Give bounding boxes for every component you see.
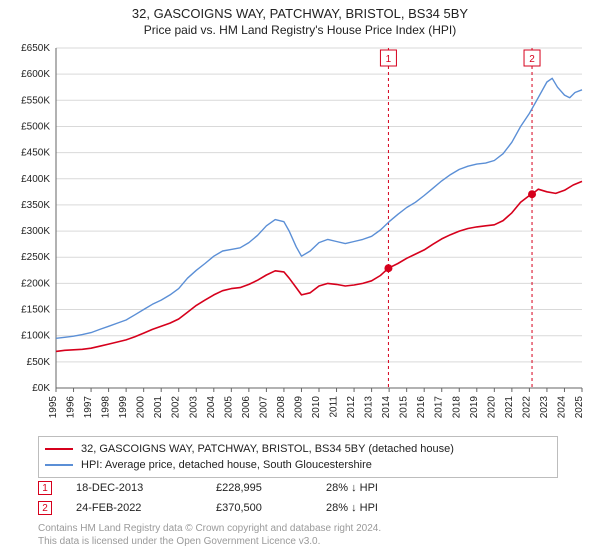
svg-text:2007: 2007: [258, 396, 269, 419]
svg-text:£400K: £400K: [21, 174, 50, 185]
copyright: Contains HM Land Registry data © Crown c…: [38, 522, 381, 548]
event-note: 28% ↓ HPI: [326, 502, 378, 514]
svg-text:£550K: £550K: [21, 95, 50, 106]
event-date: 24-FEB-2022: [76, 502, 216, 514]
legend-item: 32, GASCOIGNS WAY, PATCHWAY, BRISTOL, BS…: [45, 441, 551, 457]
svg-text:2009: 2009: [293, 396, 304, 419]
event-badge: 2: [38, 501, 52, 515]
svg-text:2011: 2011: [329, 396, 340, 418]
svg-text:2003: 2003: [188, 396, 199, 419]
svg-text:£500K: £500K: [21, 121, 50, 132]
svg-text:2014: 2014: [381, 396, 392, 419]
svg-text:£150K: £150K: [21, 305, 50, 316]
svg-text:1997: 1997: [83, 396, 94, 419]
event-note: 28% ↓ HPI: [326, 482, 378, 494]
svg-text:£100K: £100K: [21, 331, 50, 342]
svg-text:£450K: £450K: [21, 148, 50, 159]
svg-text:2005: 2005: [223, 396, 234, 419]
event-date: 18-DEC-2013: [76, 482, 216, 494]
svg-text:£650K: £650K: [21, 43, 50, 54]
legend-item: HPI: Average price, detached house, Sout…: [45, 457, 551, 473]
event-badge-label: 1: [42, 483, 48, 494]
svg-text:2025: 2025: [574, 396, 585, 419]
legend-swatch: [45, 464, 73, 466]
event-badge-label: 2: [42, 503, 48, 514]
title-block: 32, GASCOIGNS WAY, PATCHWAY, BRISTOL, BS…: [0, 0, 600, 37]
svg-text:£250K: £250K: [21, 252, 50, 263]
svg-text:2019: 2019: [469, 396, 480, 419]
svg-text:£300K: £300K: [21, 226, 50, 237]
svg-text:2004: 2004: [206, 396, 217, 419]
price-chart: £0K £50K £100K £150K £200K £250K £300K £350K £40…: [8, 42, 592, 430]
svg-text:1: 1: [386, 54, 392, 65]
svg-text:2017: 2017: [434, 396, 445, 419]
svg-text:2010: 2010: [311, 396, 322, 419]
svg-text:1995: 1995: [48, 396, 59, 419]
svg-text:2001: 2001: [153, 396, 164, 419]
page: 32, GASCOIGNS WAY, PATCHWAY, BRISTOL, BS…: [0, 0, 600, 560]
event-table: 1 18-DEC-2013 £228,995 28% ↓ HPI 2 24-FE…: [38, 478, 378, 518]
svg-text:2022: 2022: [521, 396, 532, 419]
event-price: £228,995: [216, 482, 326, 494]
svg-text:2013: 2013: [364, 396, 375, 419]
svg-text:2024: 2024: [556, 396, 567, 419]
title-main: 32, GASCOIGNS WAY, PATCHWAY, BRISTOL, BS…: [0, 6, 600, 21]
svg-text:2016: 2016: [416, 396, 427, 419]
svg-text:£350K: £350K: [21, 200, 50, 211]
svg-text:1996: 1996: [66, 396, 77, 419]
svg-text:2002: 2002: [171, 396, 182, 419]
event-price: £370,500: [216, 502, 326, 514]
svg-text:2000: 2000: [136, 396, 147, 419]
title-sub: Price paid vs. HM Land Registry's House …: [0, 23, 600, 37]
svg-text:2006: 2006: [241, 396, 252, 419]
svg-text:1999: 1999: [118, 396, 129, 419]
svg-text:£600K: £600K: [21, 69, 50, 80]
svg-text:2020: 2020: [486, 396, 497, 419]
legend: 32, GASCOIGNS WAY, PATCHWAY, BRISTOL, BS…: [38, 436, 558, 478]
svg-text:2008: 2008: [276, 396, 287, 419]
svg-text:£50K: £50K: [27, 357, 51, 368]
legend-swatch: [45, 448, 73, 450]
copyright-line: Contains HM Land Registry data © Crown c…: [38, 522, 381, 535]
legend-label: HPI: Average price, detached house, Sout…: [81, 459, 372, 471]
svg-text:2021: 2021: [504, 396, 515, 419]
event-row: 1 18-DEC-2013 £228,995 28% ↓ HPI: [38, 478, 378, 498]
legend-label: 32, GASCOIGNS WAY, PATCHWAY, BRISTOL, BS…: [81, 443, 454, 455]
svg-text:£0K: £0K: [32, 383, 50, 394]
event-badge: 1: [38, 481, 52, 495]
svg-text:2012: 2012: [346, 396, 357, 419]
svg-text:2018: 2018: [451, 396, 462, 419]
svg-text:2: 2: [529, 54, 535, 65]
svg-text:1998: 1998: [101, 396, 112, 419]
svg-text:2015: 2015: [399, 396, 410, 419]
svg-text:2023: 2023: [539, 396, 550, 419]
event-row: 2 24-FEB-2022 £370,500 28% ↓ HPI: [38, 498, 378, 518]
svg-text:£200K: £200K: [21, 278, 50, 289]
copyright-line: This data is licensed under the Open Gov…: [38, 535, 381, 548]
